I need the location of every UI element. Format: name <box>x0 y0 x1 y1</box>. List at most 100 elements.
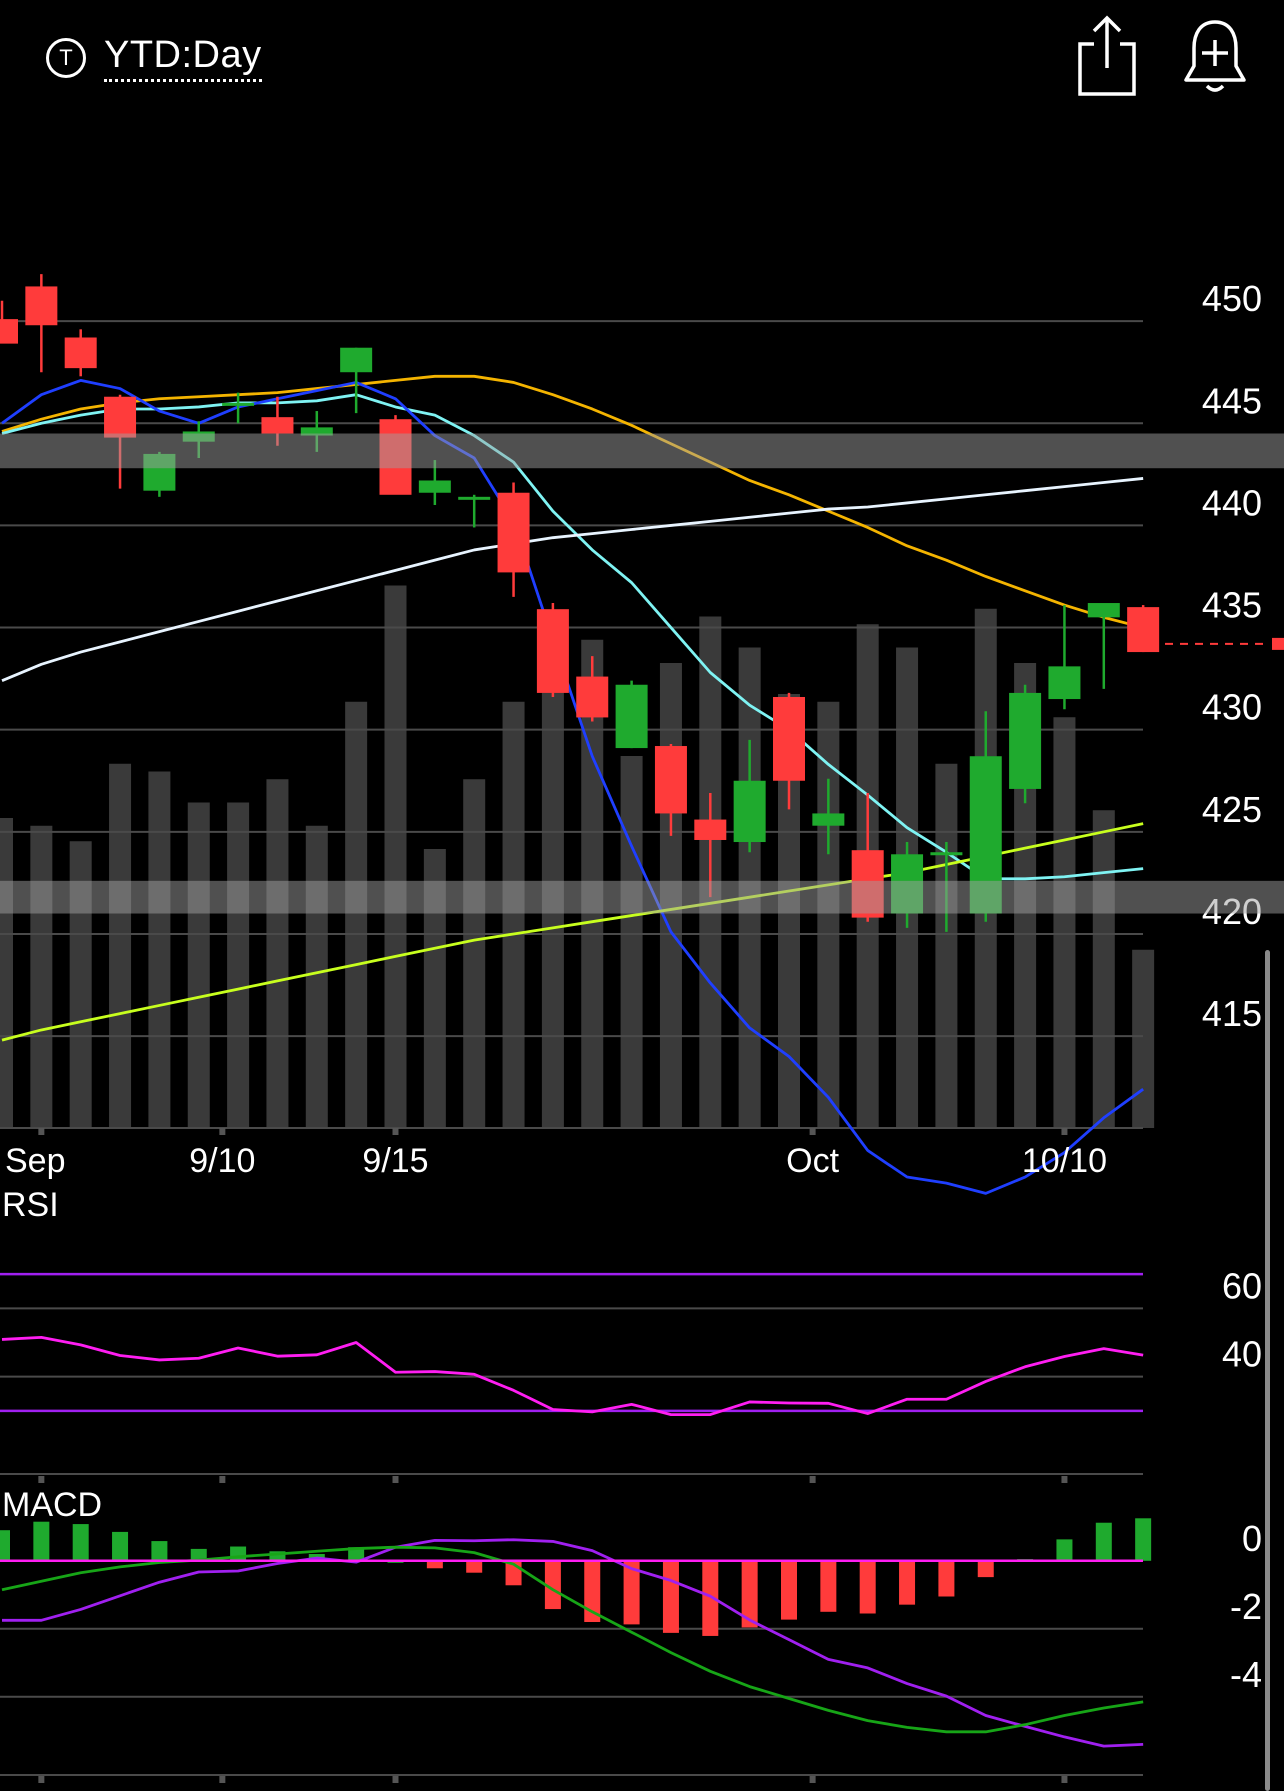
moving-average-line-2 <box>1 378 1144 1195</box>
macd-histogram-bar-1 <box>33 1521 50 1561</box>
add-alert-bell-icon <box>1184 20 1246 92</box>
macd-histogram-bar-17 <box>662 1560 679 1633</box>
candle-body-19 <box>733 780 766 843</box>
macd-histogram-bar-22 <box>859 1560 876 1614</box>
volume-bar-10 <box>384 585 407 1128</box>
date-tick-mark-3-2 <box>809 1776 816 1783</box>
date-tick-mark-4-2 <box>1061 1776 1068 1783</box>
period-label: YTD:Day <box>104 34 262 82</box>
price-band-1 <box>0 880 1284 914</box>
date-tick-mark-3-1 <box>809 1476 816 1483</box>
macd-histogram-bar-12 <box>466 1560 483 1573</box>
volume-bar-1 <box>30 825 53 1128</box>
date-tick-mark-2-0 <box>392 1128 399 1135</box>
candle-body-24 <box>930 852 963 856</box>
macd-tick-label-1: -2 <box>1230 1586 1262 1627</box>
scroll-indicator <box>1265 950 1270 1791</box>
volume-bar-0 <box>0 818 13 1128</box>
date-tick-mark-0-2 <box>38 1776 45 1783</box>
candle-body-13 <box>497 492 530 573</box>
price-panel: 415420425430435440445450 <box>0 274 1284 1791</box>
candle-body-17 <box>654 746 687 814</box>
candle-body-21 <box>812 813 845 826</box>
candle-body-2 <box>64 337 97 369</box>
macd-histogram-bar-23 <box>899 1560 916 1605</box>
candle-body-28 <box>1087 603 1120 618</box>
rsi-label: RSI <box>2 1186 59 1224</box>
macd-tick-label-0: 0 <box>1242 1518 1262 1559</box>
period-selector-button[interactable]: T YTD:Day <box>46 28 262 88</box>
share-icon <box>1078 15 1136 96</box>
volume-bar-12 <box>463 779 486 1128</box>
chart-header: T YTD:Day <box>0 0 1284 110</box>
share-button[interactable] <box>1072 14 1142 98</box>
volume-bar-21 <box>817 701 840 1128</box>
macd-histogram-bar-16 <box>623 1560 640 1625</box>
macd-histogram-bar-9 <box>348 1547 365 1561</box>
volume-bar-4 <box>148 771 171 1128</box>
macd-histogram-bar-0 <box>0 1530 10 1561</box>
candle-body-3 <box>104 396 137 438</box>
date-tick-label-3: Oct <box>786 1142 839 1180</box>
price-tick-label-435: 435 <box>1202 585 1262 626</box>
volume-bar-3 <box>109 763 132 1128</box>
moving-average-line-1 <box>1 393 1144 881</box>
macd-tick-label-2: -4 <box>1230 1654 1262 1695</box>
macd-histogram-bar-24 <box>938 1560 955 1597</box>
volume-bar-29 <box>1132 949 1155 1128</box>
date-tick-mark-1-2 <box>219 1776 226 1783</box>
date-tick-label-0: Sep <box>5 1142 66 1180</box>
volume-bar-9 <box>345 701 368 1128</box>
date-tick-mark-0-0 <box>38 1128 45 1135</box>
macd-histogram-bar-3 <box>112 1531 129 1561</box>
volume-bar-8 <box>305 825 328 1128</box>
moving-average-line-4 <box>1 822 1144 1042</box>
volume-bar-11 <box>423 849 446 1128</box>
price-tick-label-425: 425 <box>1202 789 1262 830</box>
macd-line <box>1 1545 1144 1734</box>
volume-bar-24 <box>935 763 958 1128</box>
macd-histogram-bar-27 <box>1056 1539 1073 1561</box>
macd-histogram-bar-25 <box>977 1560 994 1578</box>
macd-histogram-bar-29 <box>1135 1518 1152 1561</box>
macd-histogram-bar-11 <box>426 1560 443 1569</box>
candle-body-27 <box>1048 666 1081 700</box>
macd-label: MACD <box>2 1486 102 1524</box>
date-axis: Sep 9/10 9/15 Oct 10/10 <box>5 1128 1107 1783</box>
date-tick-label-4: 10/10 <box>1022 1142 1107 1180</box>
macd-histogram-bar-15 <box>584 1560 601 1622</box>
macd-histogram-bar-7 <box>269 1551 286 1561</box>
macd-histogram-bar-6 <box>230 1546 247 1561</box>
ticker-type-icon: T <box>46 38 86 78</box>
rsi-line <box>1 1335 1144 1416</box>
candle-body-0 <box>0 319 18 344</box>
candle-body-29 <box>1127 607 1160 653</box>
candle-body-20 <box>773 697 805 781</box>
rsi-tick-label-60: 60 <box>1222 1265 1262 1306</box>
price-tick-label-450: 450 <box>1202 278 1262 319</box>
add-alert-button[interactable] <box>1180 14 1250 98</box>
volume-bar-27 <box>1053 717 1076 1128</box>
price-tick-label-445: 445 <box>1202 380 1262 421</box>
volume-bar-7 <box>266 779 289 1128</box>
rsi-tick-label-40: 40 <box>1222 1334 1262 1375</box>
date-tick-mark-1-0 <box>219 1128 226 1135</box>
macd-histogram-bar-5 <box>190 1548 207 1561</box>
price-tick-label-440: 440 <box>1202 482 1262 523</box>
volume-bar-5 <box>187 802 210 1128</box>
candle-body-1 <box>25 286 58 326</box>
macd-histogram-bar-18 <box>702 1560 719 1636</box>
candle-body-26 <box>1009 692 1042 789</box>
volume-bar-13 <box>502 701 525 1128</box>
macd-histogram-bar-14 <box>544 1560 561 1610</box>
macd-histogram-bar-2 <box>72 1524 89 1561</box>
candle-body-7 <box>261 417 294 434</box>
candle-body-8 <box>300 427 333 436</box>
candle-body-16 <box>615 684 648 749</box>
last-price-marker <box>1272 637 1284 650</box>
candle-body-9 <box>340 347 373 373</box>
macd-panel: MACD 0 -2 -4 <box>0 1486 1262 1776</box>
date-tick-label-2: 9/15 <box>362 1142 428 1180</box>
volume-bar-6 <box>227 802 250 1128</box>
